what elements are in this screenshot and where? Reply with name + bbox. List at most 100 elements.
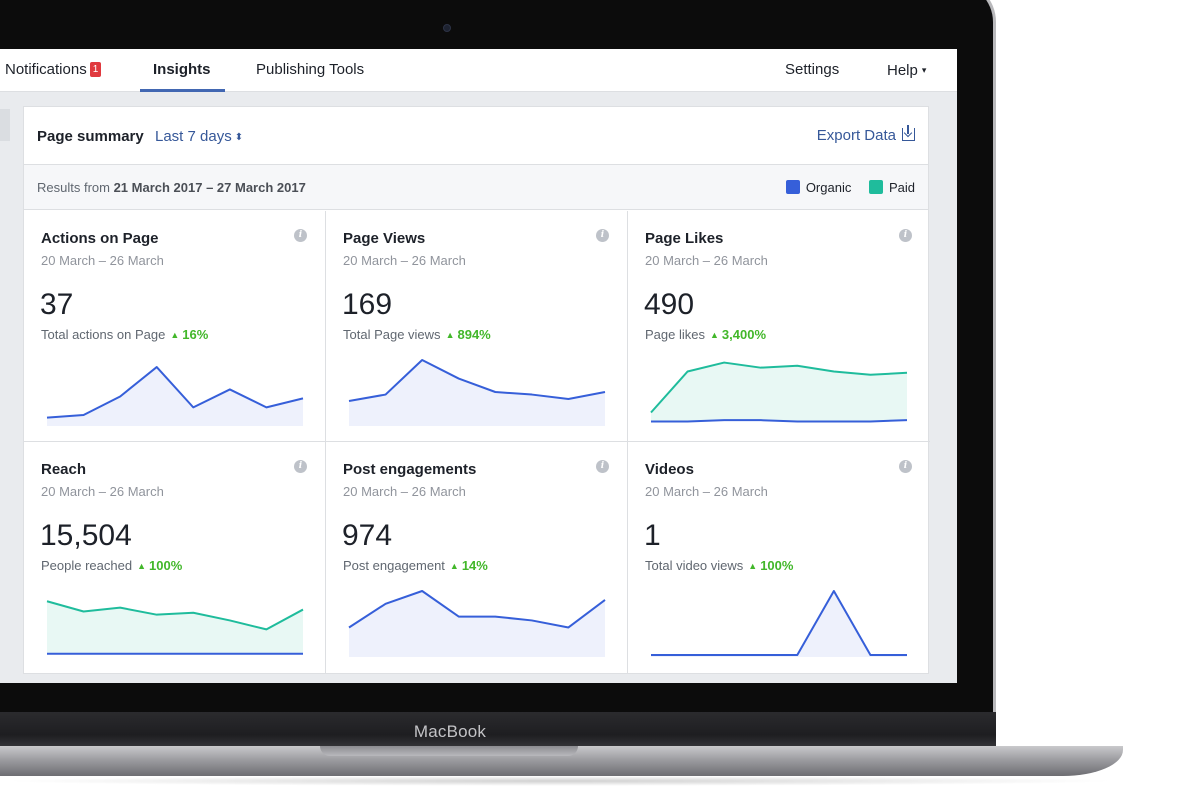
metric-change-value: 3,400%	[721, 327, 766, 342]
tab-notifications-label: Notifications	[5, 61, 87, 78]
sparkline-chart	[348, 359, 606, 426]
metric-date-range: 20 March – 26 March	[343, 484, 466, 499]
legend-swatch-organic	[785, 180, 800, 194]
metric-change-value: 100%	[149, 558, 183, 573]
info-icon[interactable]: i	[294, 229, 307, 242]
organic-series-line	[348, 590, 606, 629]
help-label: Help	[887, 62, 918, 79]
info-icon[interactable]: i	[596, 229, 609, 242]
legend-item-organic: Organic	[785, 180, 852, 195]
metric-date-range: 20 March – 26 March	[645, 484, 768, 499]
export-data-button[interactable]: Export Data	[816, 125, 915, 144]
legend-swatch-paid	[868, 180, 883, 194]
metric-title: Page Views	[343, 230, 426, 247]
triangle-up-icon: ▲	[170, 330, 180, 340]
laptop-notch	[320, 746, 578, 756]
metrics-grid: Actions on Page 20 March – 26 March i 37…	[24, 211, 930, 673]
organic-series-line	[348, 359, 606, 402]
metric-date-range: 20 March – 26 March	[41, 253, 164, 268]
date-range-selector[interactable]: Last 7 days ⬍	[155, 128, 243, 145]
sparkline-chart	[348, 590, 606, 657]
tab-notifications[interactable]: Notifications 1	[5, 49, 102, 92]
panel-header: Page summary Last 7 days ⬍ Export Data	[24, 107, 928, 165]
metric-date-range: 20 March – 26 March	[645, 253, 768, 268]
sparkline-chart	[46, 600, 304, 655]
results-range-text: Results from 21 March 2017 – 27 March 20…	[37, 180, 306, 195]
page-summary-panel: Page summary Last 7 days ⬍ Export Data Re…	[23, 106, 930, 674]
info-icon[interactable]: i	[596, 460, 609, 473]
metric-change: ▲ 100%	[748, 558, 793, 573]
metric-value: 169	[342, 288, 393, 321]
page-nav-bar: Notifications 1 Insights Publishing Tools…	[0, 49, 957, 92]
metric-value: 15,504	[40, 519, 132, 552]
screen: Notifications 1 Insights Publishing Tools…	[0, 49, 957, 683]
metric-card-reach[interactable]: Reach 20 March – 26 March i 15,504 Peopl…	[24, 442, 326, 673]
metric-caption: Total video views	[645, 558, 744, 573]
settings-label: Settings	[785, 61, 840, 78]
triangle-up-icon: ▲	[748, 561, 758, 571]
paid-series-line	[650, 361, 908, 414]
caret-down-icon: ▾	[921, 65, 927, 75]
triangle-up-icon: ▲	[445, 330, 455, 340]
laptop-hinge	[0, 712, 996, 750]
results-prefix: Results from	[37, 180, 114, 195]
export-data-label: Export Data	[816, 127, 896, 144]
legend-label-paid: Paid	[888, 180, 915, 195]
metric-caption: Post engagement	[343, 558, 445, 573]
metric-caption: People reached	[41, 558, 133, 573]
metric-card-post-engagements[interactable]: Post engagements 20 March – 26 March i 9…	[326, 442, 628, 673]
metric-title: Actions on Page	[41, 230, 159, 247]
metric-subtitle: Total actions on Page ▲ 16%	[41, 327, 208, 342]
metric-title: Page Likes	[645, 230, 724, 247]
chart-legend: Organic Paid	[772, 180, 915, 195]
paid-area	[47, 601, 303, 654]
metric-change-value: 894%	[457, 327, 491, 342]
triangle-up-icon: ▲	[137, 561, 146, 571]
tab-insights[interactable]: Insights	[153, 49, 211, 92]
metric-card-videos[interactable]: Videos 20 March – 26 March i 1 Total vid…	[628, 442, 930, 673]
triangle-up-icon: ▲	[709, 330, 719, 340]
results-bar: Results from 21 March 2017 – 27 March 20…	[24, 165, 928, 210]
metric-change: ▲ 894%	[446, 327, 491, 342]
info-icon[interactable]: i	[899, 229, 912, 242]
legend-item-paid: Paid	[868, 180, 915, 195]
info-icon[interactable]: i	[899, 460, 912, 473]
sparkline-chart	[650, 361, 908, 423]
laptop-shadow	[0, 776, 1120, 786]
settings-link[interactable]: Settings	[785, 49, 839, 92]
metric-card-actions-on-page[interactable]: Actions on Page 20 March – 26 March i 37…	[24, 211, 326, 442]
triangle-up-icon: ▲	[449, 561, 459, 571]
metric-value: 37	[40, 288, 74, 321]
info-icon[interactable]: i	[294, 460, 307, 473]
metric-title: Reach	[41, 461, 87, 478]
metric-change: ▲ 14%	[450, 558, 488, 573]
sparkline-chart	[651, 590, 907, 657]
sparkline-chart	[46, 366, 304, 426]
metric-subtitle: People reached ▲ 100%	[41, 558, 182, 573]
organic-area	[651, 591, 907, 657]
legend-label-organic: Organic	[805, 180, 852, 195]
paid-area	[651, 362, 907, 422]
metric-title: Post engagements	[343, 461, 477, 478]
metric-date-range: 20 March – 26 March	[41, 484, 164, 499]
active-tab-indicator	[140, 89, 225, 92]
metric-caption: Page likes	[645, 327, 705, 342]
tab-insights-label: Insights	[153, 61, 211, 78]
notification-count-badge: 1	[89, 62, 102, 77]
metric-card-page-likes[interactable]: Page Likes 20 March – 26 March i 490 Pag…	[628, 211, 930, 442]
sort-arrows-icon: ⬍	[234, 132, 244, 143]
metric-subtitle: Total video views ▲ 100%	[645, 558, 793, 573]
camera-icon	[443, 24, 451, 32]
metric-caption: Total actions on Page	[41, 327, 166, 342]
organic-series-line	[46, 366, 304, 419]
metric-card-page-views[interactable]: Page Views 20 March – 26 March i 169 Tot…	[326, 211, 628, 442]
date-range-label: Last 7 days	[155, 128, 232, 145]
tab-publishing-tools[interactable]: Publishing Tools	[256, 49, 364, 92]
metric-change: ▲ 16%	[170, 327, 208, 342]
metric-subtitle: Page likes ▲ 3,400%	[645, 327, 766, 342]
metric-change-value: 14%	[461, 558, 488, 573]
paid-series-line	[46, 600, 304, 631]
help-menu[interactable]: Help ▾	[887, 49, 926, 92]
metric-change: ▲ 100%	[137, 558, 182, 573]
metric-date-range: 20 March – 26 March	[343, 253, 466, 268]
